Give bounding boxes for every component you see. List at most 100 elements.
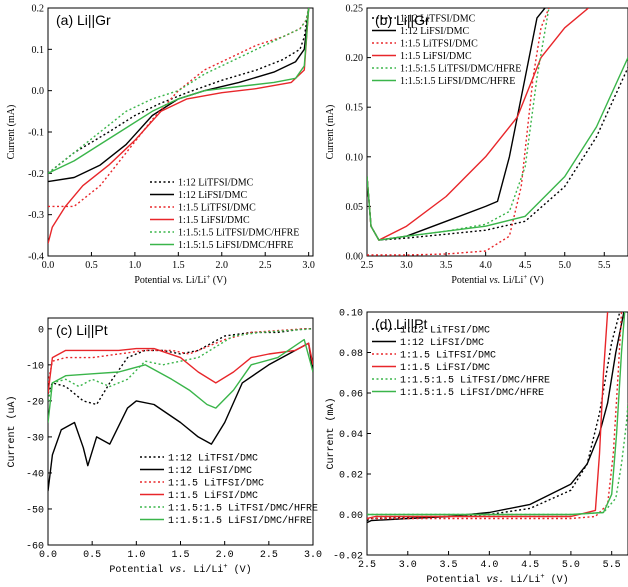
legend-label-2: 1:12 LiFSI/DMC bbox=[400, 337, 484, 349]
y-tick-label: -60 bbox=[26, 542, 44, 553]
y-tick-label: -0.3 bbox=[28, 210, 44, 221]
y-tick-label: -50 bbox=[26, 505, 44, 516]
plot-frame bbox=[366, 7, 628, 257]
legend-label-5: 1:1.5:1.5 LiTFSI/DMC/HFRE bbox=[400, 375, 550, 387]
x-axis: 0.0 0.5 1.0 1.5 2.0 2.5 3.0 bbox=[39, 541, 322, 561]
y-tick-label: 0.20 bbox=[346, 53, 364, 64]
series-line-1 bbox=[367, 67, 628, 241]
legend-label-5: 1:1.5:1.5 LiTFSI/DMC/HFRE bbox=[400, 64, 521, 75]
y-tick-label: -40 bbox=[26, 469, 44, 480]
panel-c: 0.0 0.5 1.0 1.5 2.0 2.5 3.0 -60 -50 -40 -30 -20 -10 0… bbox=[6, 317, 322, 576]
x-tick-label: 1.0 bbox=[127, 550, 145, 561]
series-group bbox=[48, 8, 310, 244]
legend-label-4: 1:1.5 LiFSI/DMC bbox=[400, 51, 472, 62]
y-tick-label: -0.2 bbox=[28, 169, 44, 180]
y-axis-label: Current (uA) bbox=[6, 395, 18, 467]
y-tick-label: -20 bbox=[26, 397, 44, 408]
series-line-2 bbox=[48, 8, 310, 183]
x-tick-label: 1.5 bbox=[172, 260, 185, 271]
x-axis-label: Potential vs. Li/Li+ (V) bbox=[426, 573, 568, 586]
legend-label-4: 1:1.5 LiFSI/DMC bbox=[400, 362, 490, 374]
y-axis: -0.4 -0.3 -0.2 -0.1 0.0 0.1 0.2 bbox=[28, 4, 52, 263]
series-line-1 bbox=[48, 328, 313, 406]
y-axis: -0.02 0.00 0.02 0.04 0.06 0.08 0.10 bbox=[333, 309, 371, 563]
y-tick-label: 0.0 bbox=[32, 86, 45, 97]
x-axis: 2.5 3.0 3.5 4.0 4.5 5.0 5.5 bbox=[361, 252, 611, 271]
x-axis: 0.0 0.5 1.0 1.5 2.0 2.5 3.0 bbox=[42, 252, 315, 271]
y-tick-label: 0.06 bbox=[339, 390, 363, 401]
y-tick-label: -0.1 bbox=[28, 128, 44, 139]
y-tick-label: 0.25 bbox=[346, 4, 364, 15]
x-tick-label: 1.0 bbox=[129, 260, 142, 271]
series-group bbox=[367, 312, 628, 524]
x-tick-label: 2.5 bbox=[259, 260, 272, 271]
series-line-4 bbox=[48, 342, 313, 394]
x-tick-label: 0.5 bbox=[85, 260, 98, 271]
panel-a: 0.0 0.5 1.0 1.5 2.0 2.5 3.0 -0.4 -0.3 -0.2 -0.1 0.0… bbox=[6, 4, 315, 287]
legend-label-4: 1:1.5 LiFSI/DMC bbox=[168, 490, 258, 502]
x-tick-label: 3.0 bbox=[399, 560, 417, 571]
series-line-2 bbox=[48, 342, 313, 492]
y-tick-label: 0.1 bbox=[32, 45, 45, 56]
x-tick-label: 0.0 bbox=[42, 260, 55, 271]
series-line-4 bbox=[48, 8, 310, 244]
x-tick-label: 2.5 bbox=[358, 560, 376, 571]
legend-label-6: 1:1.5:1.5 LiFSI/DMC/HFRE bbox=[168, 515, 312, 527]
x-tick-label: 5.5 bbox=[598, 260, 611, 271]
series-line-1 bbox=[48, 8, 310, 174]
legend-label-3: 1:1.5 LiTFSI/DMC bbox=[178, 203, 256, 214]
x-axis-label: Potential vs. Li/Li+ (V) bbox=[451, 273, 543, 286]
legend-label-4: 1:1.5 LiFSI/DMC bbox=[178, 215, 250, 226]
x-tick-label: 5.0 bbox=[558, 260, 571, 271]
legend-label-2: 1:12 LiFSI/DMC bbox=[178, 190, 248, 201]
series-line-6 bbox=[48, 338, 313, 423]
y-tick-label: 0.10 bbox=[346, 152, 364, 163]
panel-d: 2.5 3.0 3.5 4.0 4.5 5.0 5.5 -0.02 0.00 0.02 0.04 0.… bbox=[325, 309, 628, 586]
x-tick-label: 2.0 bbox=[216, 260, 229, 271]
series-line-2 bbox=[367, 312, 625, 524]
series-line-6 bbox=[48, 8, 310, 174]
y-tick-label: 0.00 bbox=[339, 511, 363, 522]
legend-label-1: 1:12 LiTFSI/DMC bbox=[400, 325, 490, 337]
legend-label-1: 1:12 LiTFSI/DMC bbox=[178, 178, 254, 189]
x-tick-label: 4.0 bbox=[479, 260, 492, 271]
series-line-1 bbox=[367, 312, 621, 522]
x-axis-label: Potential vs. Li/Li+ (V) bbox=[134, 273, 226, 286]
y-tick-label: 0.04 bbox=[339, 430, 363, 441]
series-line-3 bbox=[367, 312, 623, 520]
x-tick-label: 3.0 bbox=[400, 260, 413, 271]
panel-label: (c) Li||Pt bbox=[56, 322, 108, 338]
y-tick-label: 0 bbox=[38, 325, 44, 336]
x-tick-label: 3.5 bbox=[440, 560, 458, 571]
x-tick-label: 4.5 bbox=[519, 260, 532, 271]
legend-label-3: 1:1.5 LiTFSI/DMC bbox=[168, 478, 264, 490]
y-axis: -60 -50 -40 -30 -20 -10 0 bbox=[26, 325, 52, 553]
panel-b: 2.5 3.0 3.5 4.0 4.5 5.0 5.5 0.00 0.05 0.10 0.15 0.2… bbox=[325, 4, 628, 286]
y-tick-label: 0.00 bbox=[346, 252, 364, 263]
legend-label-1: 1:12 LiTFSI/DMC bbox=[168, 453, 258, 465]
y-axis-label: Current (mA) bbox=[325, 105, 336, 160]
legend-label-2: 1:12 LiFSI/DMC bbox=[400, 26, 470, 37]
legend-label-3: 1:1.5 LiTFSI/DMC bbox=[400, 39, 478, 50]
legend-label-6: 1:1.5:1.5 LiFSI/DMC/HFRE bbox=[400, 76, 515, 87]
y-tick-label: 0.10 bbox=[339, 309, 363, 320]
series-line-6 bbox=[367, 312, 626, 516]
y-axis-label: Current (mA) bbox=[6, 105, 17, 160]
legend-label-2: 1:12 LiFSI/DMC bbox=[168, 465, 252, 477]
y-tick-label: 0.15 bbox=[346, 103, 364, 114]
legend-label-5: 1:1.5:1.5 LiTFSI/DMC/HFRE bbox=[168, 503, 318, 515]
legend-label-5: 1:1.5:1.5 LiTFSI/DMC/HFRE bbox=[178, 228, 299, 239]
x-axis-label: Potential vs. Li/Li+ (V) bbox=[109, 563, 251, 576]
y-axis: 0.00 0.05 0.10 0.15 0.20 0.25 bbox=[346, 4, 371, 263]
y-tick-label: 0.02 bbox=[339, 471, 363, 482]
panel-label: (a) Li||Gr bbox=[56, 12, 111, 28]
panel-label: (d) Li||Pt bbox=[375, 316, 428, 332]
x-tick-label: 5.5 bbox=[603, 560, 621, 571]
series-line-5 bbox=[48, 328, 313, 402]
x-tick-label: 2.5 bbox=[361, 260, 374, 271]
